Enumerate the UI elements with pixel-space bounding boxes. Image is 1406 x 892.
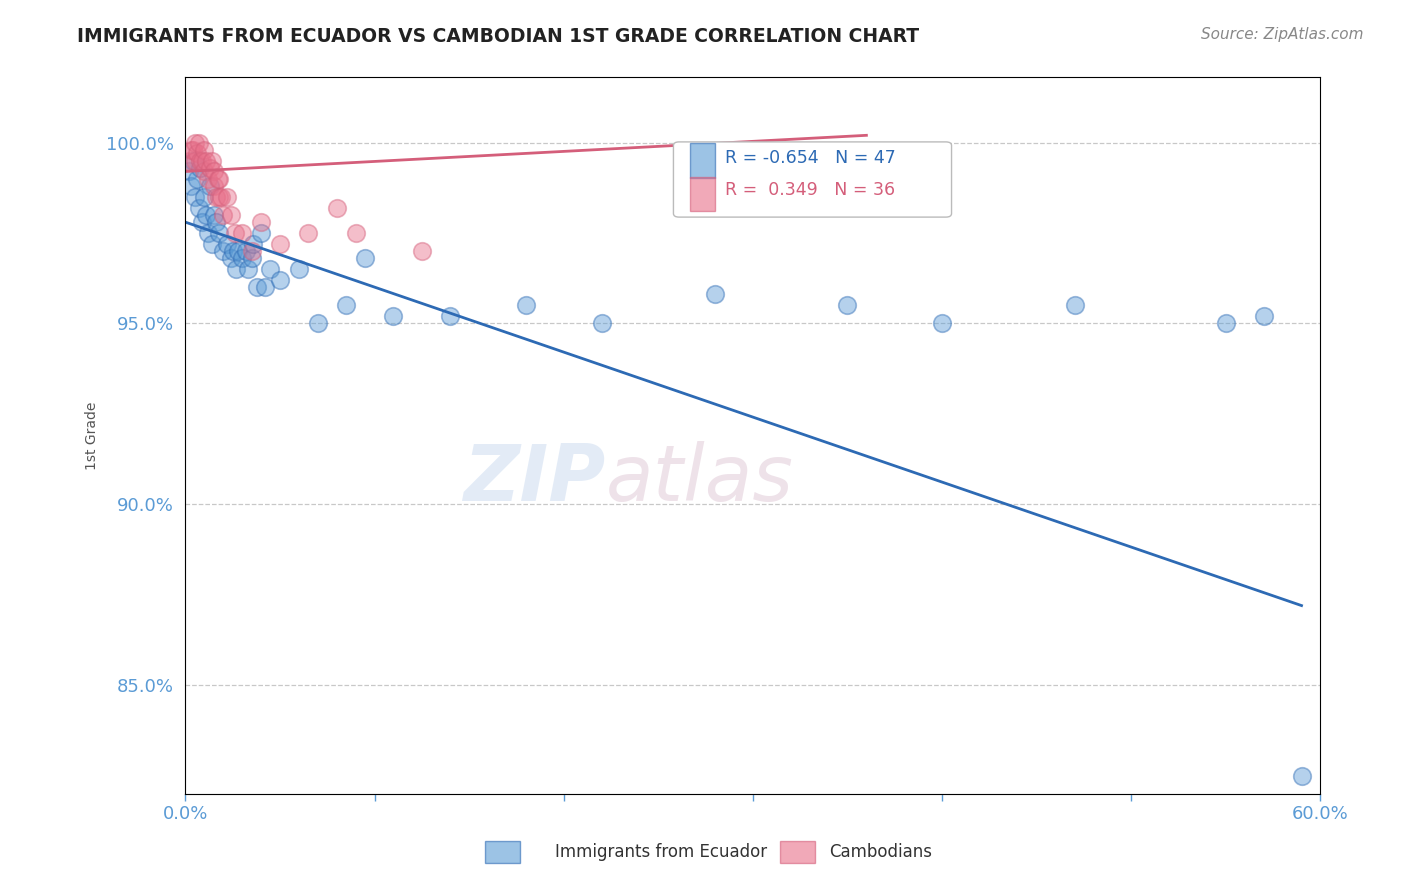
Point [1253,309,1275,323]
Point [190,153,212,168]
Point [197,226,219,240]
Point [591,317,613,331]
Text: Source: ZipAtlas.com: Source: ZipAtlas.com [1201,27,1364,42]
Point [225,262,247,277]
Point [209,190,232,204]
Point [1291,768,1313,782]
Point [411,244,433,258]
Text: R = -0.654   N = 47: R = -0.654 N = 47 [724,149,896,167]
Point [259,262,281,277]
Point [212,208,235,222]
Bar [690,177,716,211]
Point [354,252,377,266]
Point [180,178,202,193]
Text: Cambodians: Cambodians [830,843,932,861]
Point [186,171,208,186]
Point [184,136,207,150]
Point [382,309,405,323]
Point [221,244,243,258]
Point [208,226,231,240]
Point [228,244,250,258]
Point [179,153,201,168]
Point [325,201,347,215]
Text: IMMIGRANTS FROM ECUADOR VS CAMBODIAN 1ST GRADE CORRELATION CHART: IMMIGRANTS FROM ECUADOR VS CAMBODIAN 1ST… [77,27,920,45]
Point [335,298,357,312]
Point [202,208,225,222]
Point [204,215,226,229]
Text: Immigrants from Ecuador: Immigrants from Ecuador [555,843,768,861]
Point [269,236,291,251]
Point [269,273,291,287]
Text: R =  0.349   N = 36: R = 0.349 N = 36 [724,181,894,199]
Point [235,244,257,258]
Point [931,317,953,331]
Point [1215,317,1237,331]
Point [190,161,212,175]
Y-axis label: 1st Grade: 1st Grade [86,401,100,470]
Point [208,190,231,204]
Point [224,226,246,240]
Point [187,136,209,150]
Point [198,161,221,175]
Point [202,178,225,193]
Point [242,236,264,251]
Point [246,280,269,294]
Point [215,190,238,204]
Point [1063,298,1085,312]
Point [186,146,208,161]
Point [181,143,204,157]
Point [855,171,877,186]
Point [253,280,276,294]
Point [184,153,207,168]
Point [201,236,224,251]
Point [187,201,209,215]
Text: atlas: atlas [606,441,793,516]
Point [240,244,263,258]
Point [704,287,727,301]
Point [201,153,224,168]
Point [208,171,231,186]
Point [179,164,201,178]
Point [219,208,242,222]
Point [307,317,329,331]
Point [193,143,215,157]
Point [184,190,207,204]
Point [515,298,537,312]
Point [779,153,801,168]
Point [207,171,229,186]
Text: ZIP: ZIP [463,441,606,516]
Point [191,215,214,229]
Point [231,252,253,266]
Point [215,236,238,251]
Point [204,190,226,204]
Bar [690,144,716,178]
Point [231,226,253,240]
Point [202,164,225,178]
Point [250,215,273,229]
Point [439,309,461,323]
Point [240,252,263,266]
Point [212,244,235,258]
Point [181,153,204,168]
Point [195,208,218,222]
Point [197,171,219,186]
Point [198,178,221,193]
Point [180,143,202,157]
Point [195,153,218,168]
Point [250,226,273,240]
Point [219,252,242,266]
Point [193,190,215,204]
Point [236,262,259,277]
FancyBboxPatch shape [673,142,952,217]
Point [193,164,215,178]
Point [191,153,214,168]
Point [297,226,319,240]
Point [837,298,859,312]
Point [288,262,311,277]
Point [344,226,367,240]
